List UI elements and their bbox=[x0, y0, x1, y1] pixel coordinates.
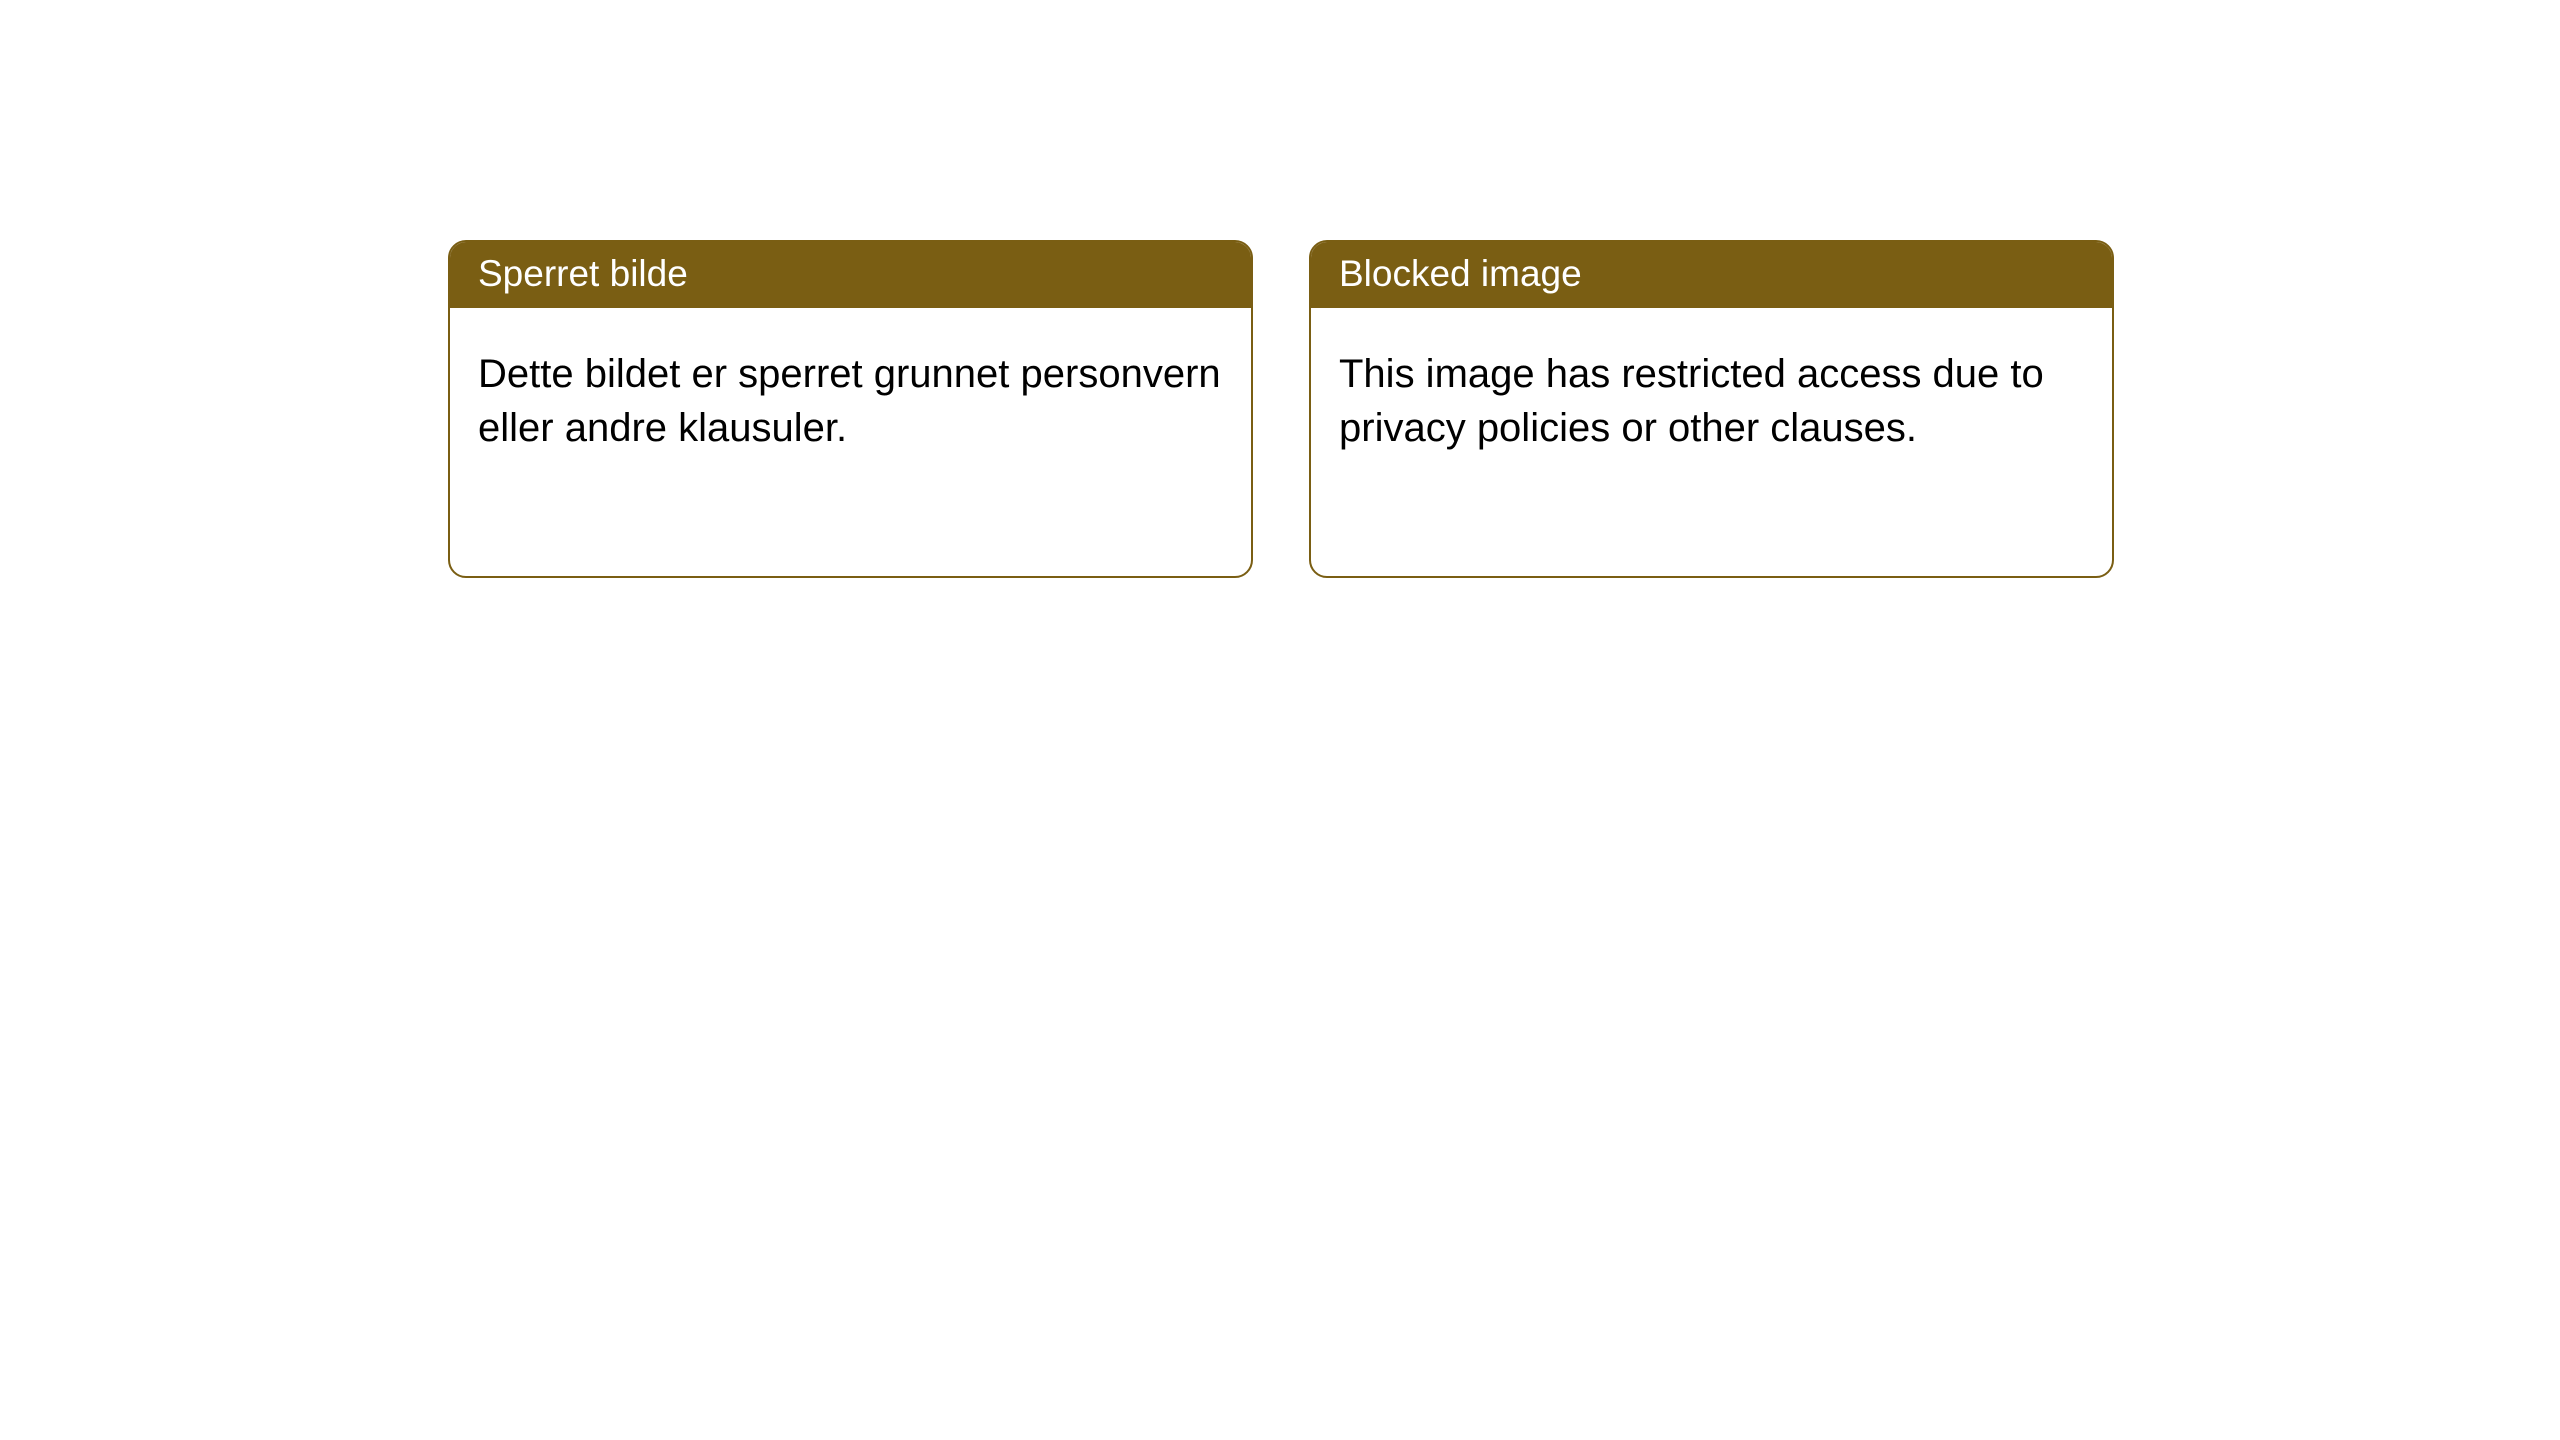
notice-container: Sperret bilde Dette bildet er sperret gr… bbox=[0, 0, 2560, 578]
notice-card-english: Blocked image This image has restricted … bbox=[1309, 240, 2114, 578]
notice-body: Dette bildet er sperret grunnet personve… bbox=[450, 308, 1251, 482]
notice-body: This image has restricted access due to … bbox=[1311, 308, 2112, 482]
notice-card-norwegian: Sperret bilde Dette bildet er sperret gr… bbox=[448, 240, 1253, 578]
notice-title: Sperret bilde bbox=[450, 242, 1251, 308]
notice-title: Blocked image bbox=[1311, 242, 2112, 308]
